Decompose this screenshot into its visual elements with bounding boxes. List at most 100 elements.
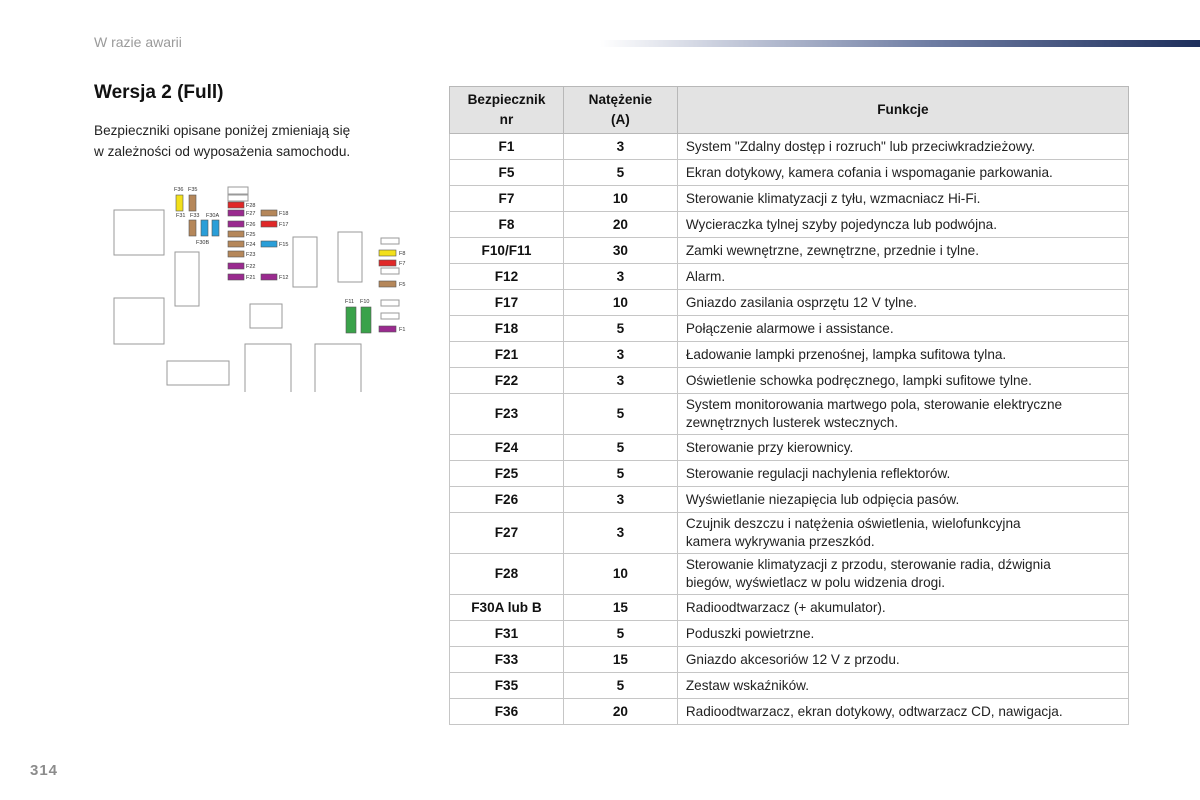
fuse-label: F21 (246, 275, 255, 281)
fuse-f27 (227, 209, 245, 217)
amperage-cell: 5 (562, 159, 678, 186)
fuse-cell: F12 (449, 263, 564, 290)
function-line: biegów, wyświetlacz w polu widzenia drog… (685, 575, 945, 590)
fuse-label: F28 (246, 203, 255, 209)
function-cell: Wycieraczka tylnej szyby pojedyncza lub … (676, 211, 1130, 238)
table-row: F33 15 Gniazdo akcesoriów 12 V z przodu. (449, 646, 1130, 673)
function-cell: Gniazdo akcesoriów 12 V z przodu. (676, 646, 1130, 673)
fuse-cell: F27 (449, 512, 564, 554)
header-text: (A) (610, 112, 630, 127)
fuse-cell: F33 (449, 646, 564, 673)
fuse-label: F31 (176, 213, 185, 219)
fuse-cell: F30A lub B (449, 594, 564, 621)
relay-outline (166, 360, 230, 386)
fuse-f11 (345, 306, 357, 334)
table-row: F31 5 Poduszki powietrzne. (449, 620, 1130, 647)
fuse-label: F26 (246, 222, 255, 228)
fuse-f21 (227, 273, 245, 281)
amperage-cell: 5 (562, 315, 678, 342)
relay-outline (113, 209, 165, 256)
fuse-f12 (260, 273, 278, 281)
function-line: Czujnik deszczu i natężenia oświetlenia,… (685, 516, 1021, 531)
fuse-label: F17 (279, 222, 288, 228)
amperage-cell: 30 (562, 237, 678, 264)
table-row: F24 5 Sterowanie przy kierownicy. (449, 434, 1130, 461)
fuse-f22 (227, 262, 245, 270)
function-cell: Zestaw wskaźników. (676, 672, 1130, 699)
fuse-cell: F24 (449, 434, 564, 461)
table-row: F25 5 Sterowanie regulacji nachylenia refl… (449, 460, 1130, 487)
function-line: System monitorowania martwego pola, ster… (685, 397, 1063, 412)
function-cell: Poduszki powietrzne. (676, 620, 1130, 647)
fuse-f5 (378, 280, 397, 288)
fuse-cell: F36 (449, 698, 564, 725)
function-line: Gniazdo akcesoriów 12 V z przodu. (685, 651, 900, 667)
amperage-cell: 5 (562, 393, 678, 435)
relay-outline (380, 267, 400, 275)
relay-outline (380, 237, 400, 245)
fuse-cell: F28 (449, 553, 564, 595)
relay-outline (174, 251, 200, 307)
fuse-f35 (188, 194, 197, 212)
table-row: F27 3 Czujnik deszczu i natężenia oświetle… (449, 512, 1130, 554)
function-line: kamera wykrywania przeszkód. (685, 534, 875, 549)
fuse-table: Bezpiecznik nr Natężenie (A) Funkcje F1 3… (449, 86, 1130, 725)
function-line: Zestaw wskaźników. (685, 677, 809, 693)
table-row: F5 5 Ekran dotykowy, kamera cofania i wspo… (449, 159, 1130, 186)
fuse-label: F8 (399, 251, 405, 257)
fuse-cell: F22 (449, 367, 564, 394)
table-row: F28 10 Sterowanie klimatyzacji z przodu, s… (449, 553, 1130, 595)
table-row: F18 5 Połączenie alarmowe i assistance. (449, 315, 1130, 342)
function-line: Sterowanie klimatyzacji z przodu, sterow… (685, 557, 1051, 572)
fuse-label: F15 (279, 242, 288, 248)
relay-outline (227, 186, 249, 195)
amperage-cell: 15 (562, 646, 678, 673)
table-header-row: Bezpiecznik nr Natężenie (A) Funkcje (449, 86, 1130, 134)
function-cell: Oświetlenie schowka podręcznego, lampki … (676, 367, 1130, 394)
fuse-label: F27 (246, 211, 255, 217)
fuse-label: F11 (345, 299, 354, 305)
function-line: Ładowanie lampki przenośnej, lampka sufi… (685, 346, 1007, 362)
function-cell: Radioodtwarzacz, ekran dotykowy, odtwarz… (676, 698, 1130, 725)
fuse-cell: F26 (449, 486, 564, 513)
table-row: F21 3 Ładowanie lampki przenośnej, lampka … (449, 341, 1130, 368)
fuse-f1 (378, 325, 397, 333)
fuse-cell: F23 (449, 393, 564, 435)
header-text: Natężenie (588, 92, 653, 107)
function-line: Oświetlenie schowka podręcznego, lampki … (685, 372, 1032, 388)
fuse-label: F23 (246, 252, 255, 258)
fuse-label: F5 (399, 282, 405, 288)
fuse-f31 (188, 219, 197, 237)
fuse-f23 (227, 250, 245, 258)
fuse-cell: F18 (449, 315, 564, 342)
function-line: Wycieraczka tylnej szyby pojedyncza lub … (685, 216, 998, 232)
fuse-f36 (175, 194, 184, 212)
intro-text: Bezpieczniki opisane poniżej zmieniają s… (94, 120, 414, 162)
fuse-label: F25 (246, 232, 255, 238)
function-line: Poduszki powietrzne. (685, 625, 815, 641)
header-fuse-number: Bezpiecznik nr (449, 86, 564, 134)
fuse-f15 (260, 240, 278, 248)
table-row: F36 20 Radioodtwarzacz, ekran dotykowy, od… (449, 698, 1130, 725)
amperage-cell: 3 (562, 512, 678, 554)
function-line: Ekran dotykowy, kamera cofania i wspomag… (685, 164, 1053, 180)
relay-outline (292, 236, 318, 288)
function-line: Sterowanie klimatyzacji z tyłu, wzmacnia… (685, 190, 981, 206)
function-cell: Zamki wewnętrzne, zewnętrzne, przednie i… (676, 237, 1130, 264)
relay-outline (380, 312, 400, 320)
relay-outline (113, 297, 165, 345)
function-line: System "Zdalny dostęp i rozruch" lub prz… (685, 138, 1036, 154)
relay-outline (227, 194, 249, 202)
function-line: Sterowanie przy kierownicy. (685, 439, 854, 455)
fuse-f18 (260, 209, 278, 217)
table-row: F1 3 System "Zdalny dostęp i rozruch" lub … (449, 133, 1130, 160)
fuse-cell: F5 (449, 159, 564, 186)
fuse-cell: F7 (449, 185, 564, 212)
table-row: F10/F11 30 Zamki wewnętrzne, zewnętrzne, p… (449, 237, 1130, 264)
relay-outline (337, 231, 363, 283)
amperage-cell: 10 (562, 185, 678, 212)
amperage-cell: 20 (562, 211, 678, 238)
fuse-f25 (227, 230, 245, 238)
fuse-label: F22 (246, 264, 255, 270)
function-cell: Wyświetlanie niezapięcia lub odpięcia pa… (676, 486, 1130, 513)
